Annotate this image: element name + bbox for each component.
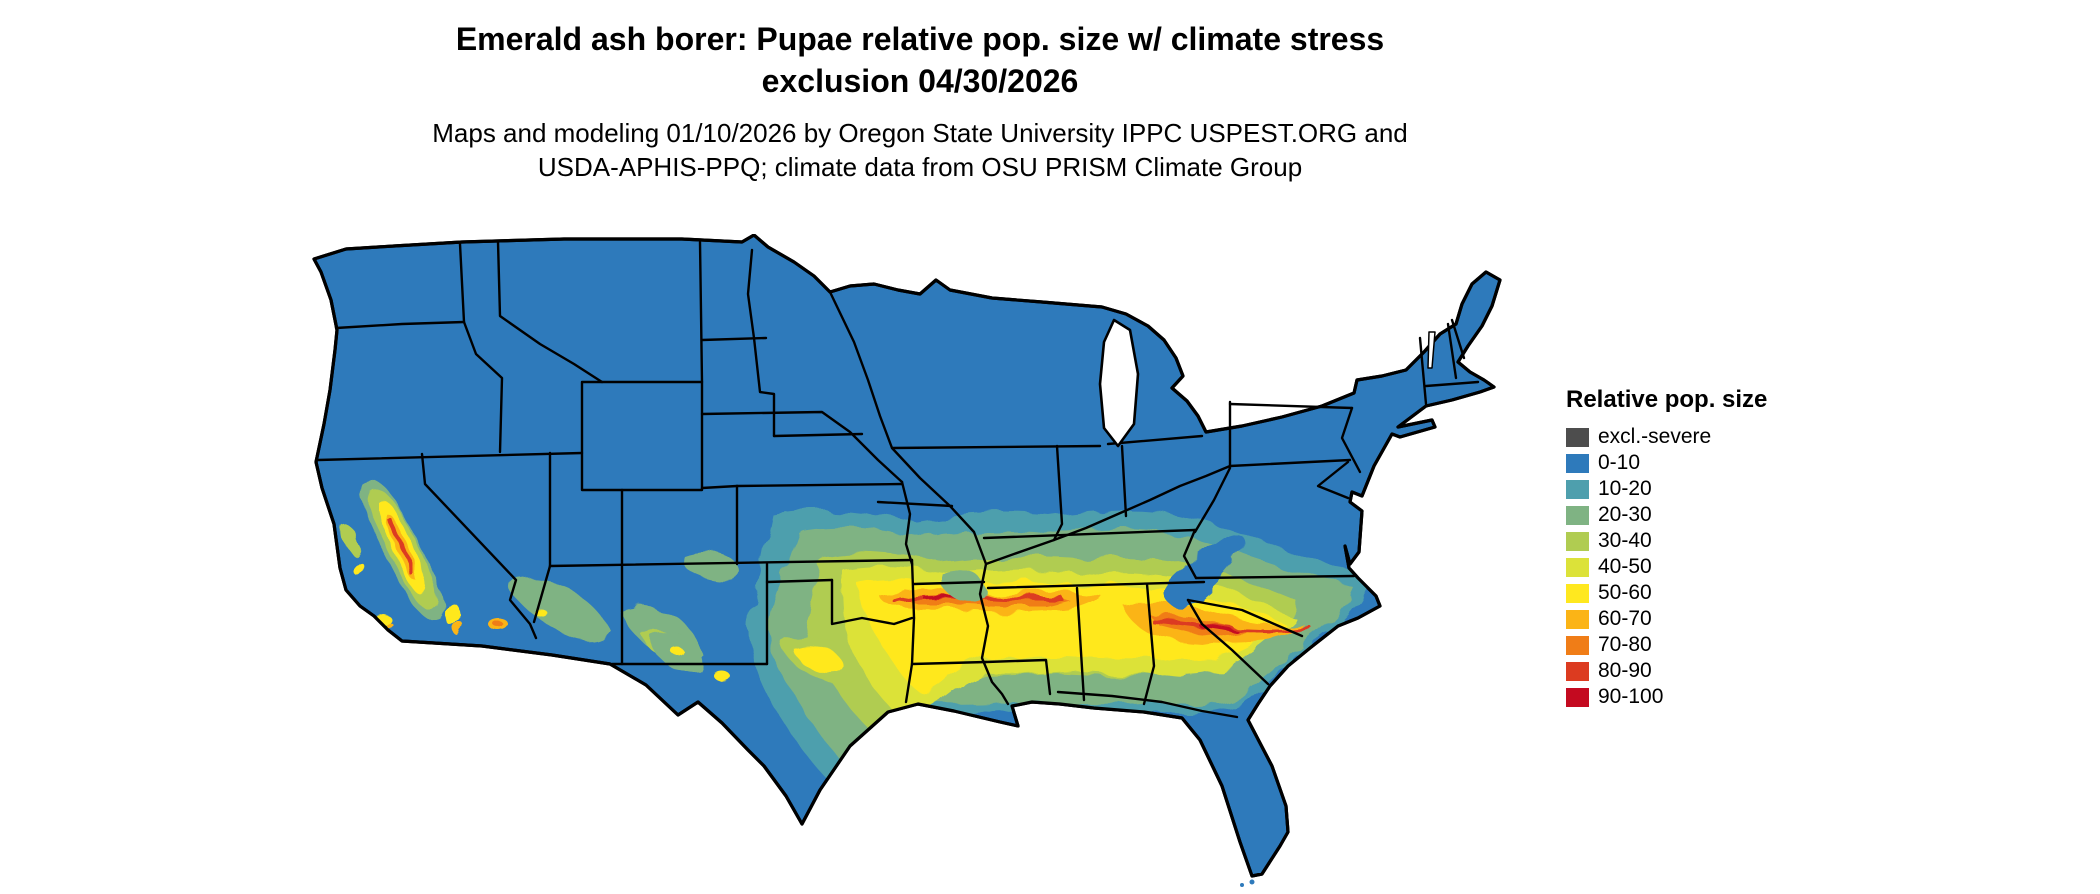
legend-row: 10-20 — [1566, 476, 1886, 502]
legend-color-swatch — [1566, 505, 1589, 525]
appalachians-0-10-overlay — [1166, 533, 1245, 609]
ozarks-20-30-overlay — [942, 570, 987, 603]
legend-row: 50-60 — [1566, 580, 1886, 606]
figure-title: Emerald ash borer: Pupae relative pop. s… — [0, 18, 1840, 102]
high-plains-20-30 — [681, 550, 741, 582]
lake-michigan — [1098, 318, 1140, 448]
title-line-2: exclusion 04/30/2026 — [761, 63, 1079, 99]
legend-label: 60-70 — [1598, 607, 1652, 630]
legend-row: 60-70 — [1566, 606, 1886, 632]
map-svg — [312, 234, 1502, 887]
legend-label: 10-20 — [1598, 477, 1652, 500]
legend-label: 50-60 — [1598, 581, 1652, 604]
florida-keys — [1249, 879, 1255, 885]
legend-row: 30-40 — [1566, 528, 1886, 554]
figure-subtitle: Maps and modeling 01/10/2026 by Oregon S… — [0, 116, 1840, 184]
legend-color-swatch — [1566, 531, 1589, 551]
legend-color-swatch — [1566, 687, 1589, 707]
legend-color-swatch — [1566, 453, 1589, 473]
la-basin-60-70 — [384, 621, 392, 627]
legend-row: 80-90 — [1566, 658, 1886, 684]
colorado-river-60-70 — [455, 622, 465, 638]
legend-title: Relative pop. size — [1566, 386, 1768, 413]
arizona-50-60 — [536, 610, 548, 618]
legend-label: 90-100 — [1598, 685, 1664, 708]
lake-champlain — [1427, 331, 1436, 369]
legend-color-swatch — [1566, 557, 1589, 577]
legend-row: 0-10 — [1566, 450, 1886, 476]
legend-label: 30-40 — [1598, 529, 1652, 552]
subtitle-line-1: Maps and modeling 01/10/2026 by Oregon S… — [432, 118, 1408, 148]
colorado-river-50-60 — [445, 602, 459, 626]
subtitle-line-2: USDA-APHIS-PPQ; climate data from OSU PR… — [537, 152, 1303, 182]
legend-color-swatch — [1566, 661, 1589, 681]
us-coastline — [312, 234, 1502, 878]
legend-row: 70-80 — [1566, 632, 1886, 658]
title-line-1: Emerald ash borer: Pupae relative pop. s… — [455, 21, 1385, 57]
legend-label: 80-90 — [1598, 659, 1652, 682]
florida-keys-2 — [1240, 883, 1244, 887]
legend-color-swatch — [1566, 427, 1589, 447]
central-valley-80-90 — [386, 516, 414, 576]
coastal-ca-30-40 — [343, 526, 359, 554]
legend-row: 90-100 — [1566, 684, 1886, 710]
legend-entries: excl.-severe 0-10 10-20 20-30 30-40 40-5… — [1566, 424, 1886, 710]
legend-row: 20-30 — [1566, 502, 1886, 528]
edwards-plateau-50-60 — [793, 645, 844, 673]
arizona-20-30 — [507, 577, 608, 639]
legend-color-swatch — [1566, 635, 1589, 655]
legend-label: excl.-severe — [1598, 425, 1712, 448]
new-mexico-50-60-b — [714, 671, 730, 681]
west-texas-50-60 — [670, 646, 682, 654]
legend: Relative pop. size excl.-severe 0-10 10-… — [1566, 386, 1886, 710]
legend-label: 0-10 — [1598, 451, 1641, 474]
legend-row: excl.-severe — [1566, 424, 1886, 450]
us-choropleth-map — [302, 234, 1542, 894]
legend-label: 40-50 — [1598, 555, 1652, 578]
state-borders — [316, 240, 1480, 719]
figure-heading: Emerald ash borer: Pupae relative pop. s… — [0, 18, 1840, 184]
legend-color-swatch — [1566, 479, 1589, 499]
coastal-ca-50-60 — [355, 562, 365, 578]
legend-label: 20-30 — [1598, 503, 1652, 526]
phoenix-70-80 — [493, 621, 503, 627]
legend-label: 70-80 — [1598, 633, 1652, 656]
legend-color-swatch — [1566, 609, 1589, 629]
legend-row: 40-50 — [1566, 554, 1886, 580]
legend-color-swatch — [1566, 583, 1589, 603]
